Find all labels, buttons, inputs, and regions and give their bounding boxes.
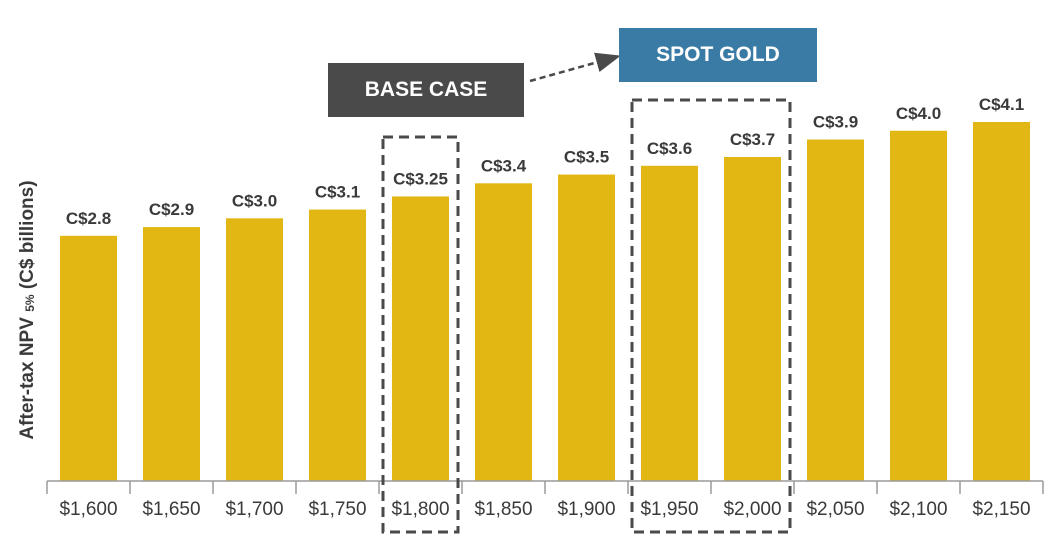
data-label: C$4.0 bbox=[896, 104, 941, 123]
bar bbox=[724, 157, 781, 481]
spot-gold-callout: SPOT GOLD bbox=[619, 28, 817, 82]
base-case-highlight-box bbox=[381, 135, 460, 534]
x-tick-label: $1,600 bbox=[59, 499, 117, 520]
data-label: C$3.25 bbox=[393, 169, 448, 188]
spot-gold-label: SPOT GOLD bbox=[656, 43, 780, 66]
y-axis-label-subscript: 5% bbox=[23, 294, 37, 312]
bar bbox=[890, 130, 947, 481]
x-tick-label: $1,700 bbox=[225, 499, 283, 520]
x-tick-label: $1,750 bbox=[308, 499, 366, 520]
data-label: C$3.0 bbox=[232, 191, 277, 210]
bar bbox=[143, 227, 200, 481]
y-axis-label: After-tax NPV 5% (C$ billions) bbox=[17, 180, 39, 439]
y-axis-label-unit: (C$ billions) bbox=[17, 180, 38, 290]
y-axis-label-text: After-tax NPV bbox=[17, 317, 38, 440]
base-case-callout: BASE CASE bbox=[328, 63, 524, 117]
y-axis-label-container: After-tax NPV 5% (C$ billions) bbox=[8, 150, 48, 470]
x-tick-label: $2,000 bbox=[723, 499, 781, 520]
data-label: C$3.7 bbox=[730, 130, 775, 149]
bar bbox=[226, 218, 283, 481]
bar bbox=[558, 174, 615, 481]
connector-arrow bbox=[529, 52, 621, 83]
x-tick-label: $1,900 bbox=[557, 499, 615, 520]
x-tick-label: $1,850 bbox=[474, 499, 532, 520]
x-tick-label: $1,950 bbox=[640, 499, 698, 520]
x-tick-label: $2,100 bbox=[889, 499, 947, 520]
x-tick-label: $2,150 bbox=[972, 499, 1030, 520]
bar bbox=[641, 165, 698, 481]
bar bbox=[392, 196, 449, 482]
x-tick-label: $1,650 bbox=[142, 499, 200, 520]
spot-gold-highlight-box bbox=[630, 98, 792, 534]
bar bbox=[475, 183, 532, 482]
data-label: C$4.1 bbox=[979, 95, 1024, 114]
bar bbox=[973, 122, 1030, 481]
data-label: C$3.5 bbox=[564, 148, 609, 167]
bar bbox=[60, 235, 117, 481]
data-label: C$2.9 bbox=[149, 200, 194, 219]
bar bbox=[309, 209, 366, 481]
data-label: C$2.8 bbox=[66, 209, 111, 228]
bar bbox=[807, 139, 864, 481]
base-case-label: BASE CASE bbox=[364, 78, 488, 101]
data-label: C$3.9 bbox=[813, 113, 858, 132]
data-label: C$3.6 bbox=[647, 139, 692, 158]
data-label: C$3.4 bbox=[481, 156, 527, 175]
x-tick-label: $1,800 bbox=[391, 499, 449, 520]
x-tick-label: $2,050 bbox=[806, 499, 864, 520]
data-label: C$3.1 bbox=[315, 183, 360, 202]
